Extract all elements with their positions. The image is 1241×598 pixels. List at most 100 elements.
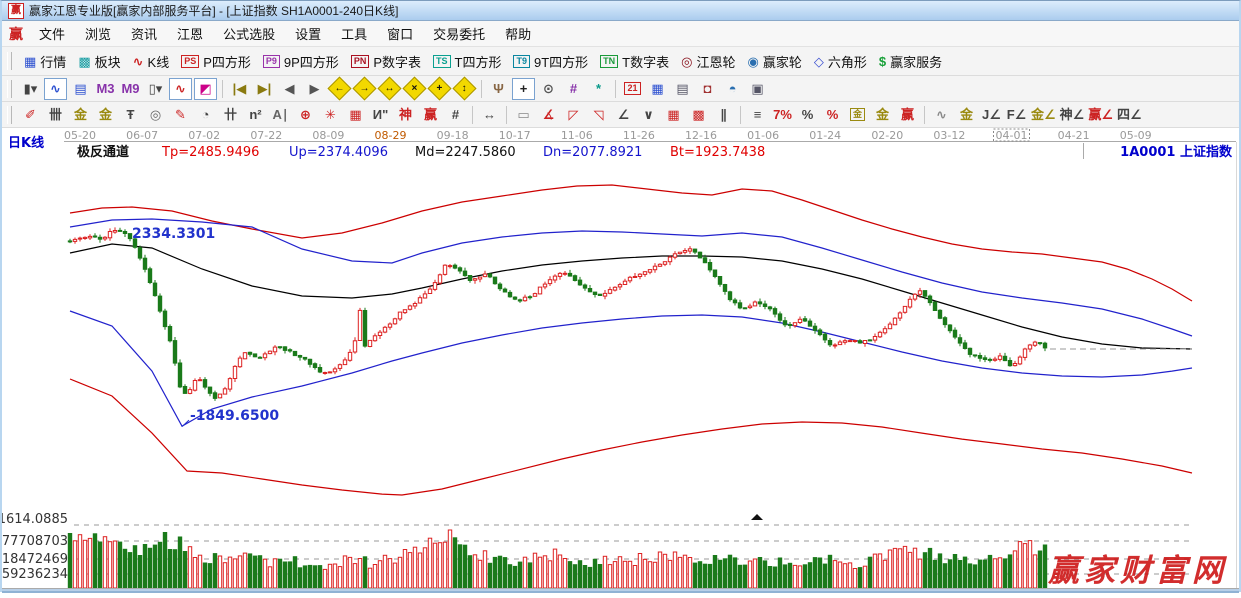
tool-wave-9-button[interactable]: M9 [119,78,142,100]
tool-hand-tool-button[interactable]: Ψ [487,78,510,100]
toolbar-t-square-button[interactable]: TS T四方形 [427,51,507,72]
tool-crosshair-tool-button[interactable]: + [512,77,535,100]
tool-f-angle-button[interactable]: F∠ [1005,104,1028,126]
toolbar-grip[interactable] [7,105,12,124]
tool-price-steps-button[interactable]: ≡ [746,104,769,126]
tool-nav-next-button[interactable]: ▶ [303,78,326,100]
tool-spiral-button[interactable]: ◎ [144,104,167,126]
tool-parallel-lines-button[interactable]: ∥ [712,104,735,126]
tool-gold-line-button[interactable]: 金 [871,104,894,126]
tool-v-dotted-button[interactable]: ∨ [637,104,660,126]
tool-nav-prev-button[interactable]: ◀ [278,78,301,100]
toolbar-quotes-button[interactable]: ▦ 行情 [18,51,72,72]
toolbar-grip[interactable] [7,79,12,98]
tool-time-wheel-button[interactable]: ◔ [194,104,217,126]
menu-item-8[interactable]: 交易委托 [433,27,486,42]
tool-kline-style-dropdown-button[interactable]: ▮▾ [19,78,42,100]
tool-angle-a-button[interactable]: A∣ [269,104,292,126]
tool-compress-button[interactable]: × [402,76,427,101]
tool-fan-box-button[interactable]: ◸ [562,104,585,126]
toolbar-kline-button[interactable]: ∿ K线 [127,51,176,72]
tool-four-angle-button[interactable]: 四∠ [1116,104,1143,126]
toolbar-9t-square-button[interactable]: T9 9T四方形 [507,51,594,72]
toolbar-winner-wheel-button[interactable]: ◉ 赢家轮 [741,51,807,72]
tool-comb-2-button[interactable]: 卄 [219,104,242,126]
tool-shen-angle-button[interactable]: 神∠ [1059,104,1086,126]
tool-elliott-wave-button[interactable]: И" [369,104,392,126]
tool-candle-style-dropdown-button[interactable]: ▯▾ [144,78,167,100]
tool-gold-coin-button[interactable]: 金 [846,104,869,126]
tool-grid-target-button[interactable]: ▦ [344,104,367,126]
tool-knife-ruler-button[interactable]: ✎ [169,104,192,126]
toolbar-sectors-button[interactable]: ▩ 板块 [72,51,126,72]
toolbar-p-number-button[interactable]: PN P数字表 [345,51,427,72]
tool-gold-comb-button[interactable]: 金 [69,104,92,126]
candlesticks[interactable] [67,227,1048,401]
menu-item-3[interactable]: 江恩 [177,27,204,42]
tool-volume-style-button[interactable]: ◩ [194,77,217,100]
menu-item-1[interactable]: 浏览 [85,27,112,42]
menu-item-2[interactable]: 资讯 [131,27,158,42]
tool-n-square-button[interactable]: n² [244,104,267,126]
menu-item-4[interactable]: 公式选股 [223,27,276,42]
tool-wave-tool-button[interactable]: ∿ [930,104,953,126]
tool-notes-button[interactable]: ▤ [671,78,694,100]
tool-save-button[interactable]: ◘ [696,78,719,100]
tool-nav-first-button[interactable]: |◀ [228,78,251,100]
toolbar-gann-wheel-button[interactable]: ◎ 江恩轮 [675,51,741,72]
toolbar-winner-service-button[interactable]: $ 赢家服务 [873,51,948,72]
tool-marker-tool-button[interactable]: ⊙ [537,78,560,100]
axis-marker-triangle[interactable] [751,514,763,520]
tool-gold-red-line-button[interactable]: 金 [955,104,978,126]
tool-angle-lines-button[interactable]: ∠ [612,104,635,126]
tool-ying-angle-button[interactable]: 赢∠ [1087,104,1114,126]
menu-item-0[interactable]: 文件 [39,27,66,42]
tool-calendar-button[interactable]: 21 [621,78,644,100]
tool-jump-left-button[interactable]: ← [327,76,352,101]
tool-h-span-button[interactable]: ↔ [478,104,501,126]
tool-ying-tool-button[interactable]: 赢 [419,104,442,126]
tool-h-scale-button[interactable]: ↔ [377,76,402,101]
tool-circle-cross-button[interactable]: ⊕ [294,104,317,126]
tool-ruler-123-button[interactable]: # [444,104,467,126]
tool-expand-button[interactable]: + [427,76,452,101]
tool-print-button[interactable]: ▣ [746,78,769,100]
menu-item-9[interactable]: 帮助 [505,27,532,42]
tool-retrace-percent-button[interactable]: 7% [771,104,794,126]
tool-rect-tool-button[interactable]: ▭ [512,104,535,126]
toolbar-grip[interactable] [7,52,12,70]
tool-gann-fan-button[interactable]: ∡ [537,104,560,126]
volume-bars[interactable] [67,529,1048,589]
tool-ying-pen-button[interactable]: 赢 [896,104,919,126]
tool-shen-tool-button[interactable]: 神 [394,104,417,126]
tool-gold-angle-button[interactable]: 金∠ [1030,104,1057,126]
tool-calculator-button[interactable]: ▦ [646,78,669,100]
tool-zigzag-blue-button[interactable]: ∿ [44,77,67,100]
tool-gold-comb-2-button[interactable]: 金 [94,104,117,126]
tool-jump-right-button[interactable]: → [352,76,377,101]
chart-area[interactable]: 05-20 06-07 07-02 07-22 08-09 08-29 09-18 10-17… [0,128,1239,593]
menu-item-5[interactable]: 设置 [295,27,322,42]
tool-grid-red-2-button[interactable]: ▩ [687,104,710,126]
tool-pen-knife-button[interactable]: ✐ [19,104,42,126]
tool-percent-line-button[interactable]: % [821,104,844,126]
toolbar-hexagon-button[interactable]: ◇ 六角形 [808,51,873,72]
tool-fan-box-2-button[interactable]: ◹ [587,104,610,126]
tool-wave-3-button[interactable]: M3 [94,78,117,100]
toolbar-p-square-button[interactable]: PS P四方形 [175,51,257,72]
tool-star-web-button[interactable]: ✳ [319,104,342,126]
kline-chart[interactable]: 05-20 06-07 07-02 07-22 08-09 08-29 09-18 10-17… [0,128,1239,593]
tool-nav-last-button[interactable]: ▶| [253,78,276,100]
tool-zigzag-red-button[interactable]: ∿ [169,77,192,100]
menu-item-6[interactable]: 工具 [341,27,368,42]
tool-f-comb-button[interactable]: Ŧ [119,104,142,126]
toolbar-t-number-button[interactable]: TN T数字表 [594,51,675,72]
tool-grid-red-button[interactable]: ▦ [662,104,685,126]
tool-web-button[interactable]: ◓ [721,78,744,100]
tool-grid-comb-button[interactable]: 卌 [44,104,67,126]
tool-pan-button[interactable]: ↕ [452,76,477,101]
menu-item-7[interactable]: 窗口 [387,27,414,42]
toolbar-9p-square-button[interactable]: P9 9P四方形 [257,51,345,72]
tool-percent-button[interactable]: % [796,104,819,126]
tool-info-panel-button[interactable]: ▤ [69,78,92,100]
